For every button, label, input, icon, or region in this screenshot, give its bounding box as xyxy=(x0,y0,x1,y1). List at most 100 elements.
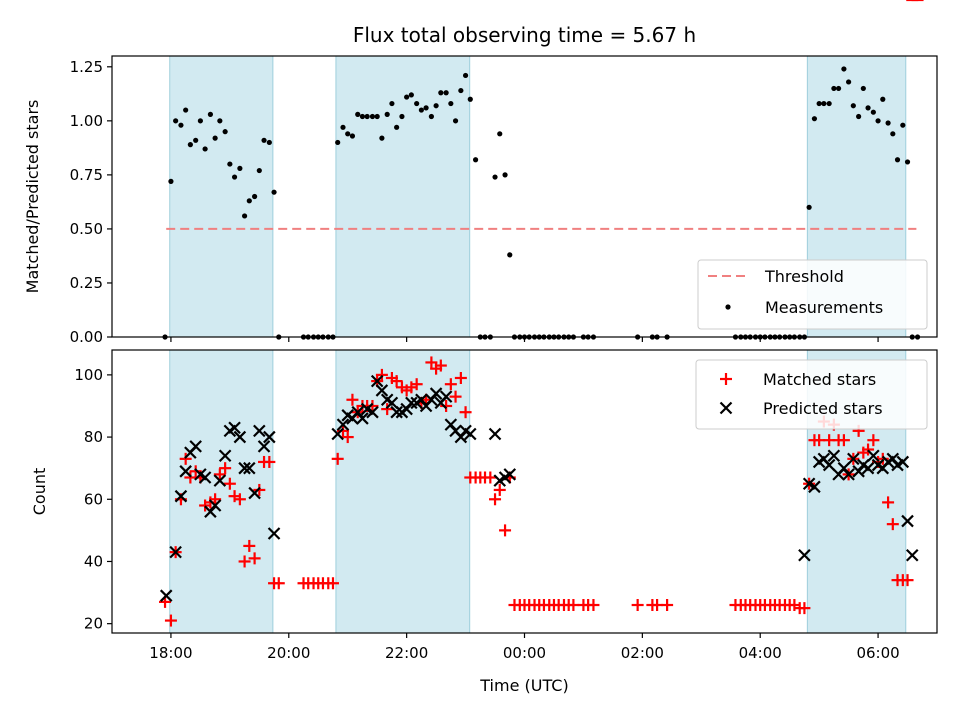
predicted-star-point xyxy=(847,452,860,466)
matched-star-point xyxy=(331,452,344,465)
measurement-point xyxy=(183,107,189,113)
matched-star-point xyxy=(493,483,506,496)
matched-star-point xyxy=(326,577,339,590)
predicted-star-point xyxy=(174,489,188,503)
predicted-star-point xyxy=(263,430,276,444)
measurement-point xyxy=(806,204,812,210)
measurement-point xyxy=(904,159,911,165)
bottom-x-axis: 18:00 20:00 22:00 00:00 02:00 04:00 06:00 xyxy=(149,633,900,662)
legend-predicted-swatch xyxy=(719,401,733,415)
matched-star-point xyxy=(454,371,467,384)
measurement-point xyxy=(340,124,346,130)
matched-star-point xyxy=(798,602,811,615)
measurement-point xyxy=(379,135,385,141)
bottom-xtick-label: 00:00 xyxy=(503,644,546,662)
matched-star-point xyxy=(813,434,826,447)
measurement-point xyxy=(870,109,876,115)
measurement-point xyxy=(433,103,439,109)
matched-star-point xyxy=(164,614,177,627)
predicted-star-point xyxy=(370,374,384,388)
measurement-point xyxy=(414,100,420,107)
top-ytick-label: 0.25 xyxy=(70,274,103,292)
predicted-star-point xyxy=(159,589,173,602)
x-axis-label: Time (UTC) xyxy=(479,676,568,695)
matched-star-point xyxy=(886,518,899,531)
predicted-star-point xyxy=(179,465,192,478)
measurement-point xyxy=(811,116,818,122)
bottom-xtick-label: 04:00 xyxy=(739,644,782,662)
predicted-star-point xyxy=(243,461,256,475)
predicted-star-point xyxy=(228,421,241,435)
measurement-point xyxy=(168,178,174,184)
bottom-xtick-label: 02:00 xyxy=(621,644,664,662)
predicted-star-point xyxy=(267,527,281,540)
measurement-point xyxy=(335,139,341,146)
measurement-point xyxy=(507,252,513,258)
top-panel: 0.00 0.25 0.50 0.75 1.00 1.25 Flux total obse… xyxy=(23,23,938,346)
matched-star-point xyxy=(837,434,850,447)
measurement-point xyxy=(841,66,847,72)
measurement-point xyxy=(408,92,414,98)
matched-star-point xyxy=(459,406,472,419)
measurement-point xyxy=(816,100,822,107)
measurement-point xyxy=(369,113,376,120)
bottom-xtick-label: 20:00 xyxy=(267,644,310,662)
top-y-axis: 0.00 0.25 0.50 0.75 1.00 1.25 xyxy=(70,58,112,346)
matched-star-point xyxy=(189,465,202,478)
measurement-point xyxy=(202,146,208,152)
matched-star-point xyxy=(425,356,438,369)
measurement-point xyxy=(856,113,862,120)
measurement-point xyxy=(231,174,238,180)
predicted-star-point xyxy=(233,430,247,444)
matched-star-point xyxy=(263,455,276,468)
predicted-star-point xyxy=(464,427,477,441)
legend-matched-label: Matched stars xyxy=(763,370,876,389)
matched-star-point xyxy=(651,599,664,612)
matched-star-point xyxy=(567,599,580,612)
measurement-point xyxy=(261,137,267,143)
measurement-point xyxy=(894,157,901,163)
matched-star-point xyxy=(434,359,447,372)
predicted-star-point xyxy=(827,449,841,463)
predicted-star-point xyxy=(488,427,502,441)
matched-star-point xyxy=(587,599,600,612)
measurement-point xyxy=(885,120,891,126)
predicted-star-point xyxy=(375,384,389,397)
predicted-star-point xyxy=(248,486,261,500)
measurement-point xyxy=(345,131,351,137)
measurement-point xyxy=(389,100,395,107)
predicted-star-point xyxy=(356,412,369,425)
top-legend: Threshold Measurements xyxy=(697,259,928,330)
top-chart-title: Flux total observing time = 5.67 h xyxy=(353,23,696,47)
matched-star-point xyxy=(901,574,914,587)
measurement-point xyxy=(178,122,184,128)
predicted-star-point xyxy=(439,390,453,403)
predicted-star-point xyxy=(808,480,821,494)
bottom-ytick-label: 80 xyxy=(84,428,103,446)
matched-star-point xyxy=(337,424,349,437)
measurement-point xyxy=(266,139,272,146)
predicted-star-point xyxy=(901,514,914,528)
top-ytick-label: 1.00 xyxy=(70,112,103,130)
bottom-ytick-label: 40 xyxy=(84,552,103,570)
predicted-star-point xyxy=(798,548,811,562)
measurement-point xyxy=(423,105,429,111)
measurement-point xyxy=(246,198,252,204)
measurement-point xyxy=(890,131,896,137)
matched-star-point xyxy=(209,493,222,506)
matched-star-point xyxy=(862,443,875,456)
bottom-legend-box xyxy=(695,359,928,430)
predicted-star-point xyxy=(169,545,182,559)
predicted-star-point xyxy=(503,468,517,481)
matched-star-point xyxy=(213,468,226,481)
legend-predicted-label: Predicted stars xyxy=(763,399,883,418)
matched-star-point xyxy=(484,471,497,484)
matched-star-point xyxy=(390,375,403,388)
matched-star-point xyxy=(243,539,256,552)
predicted-star-point xyxy=(208,499,222,512)
predicted-star-point xyxy=(905,548,919,562)
matched-star-points xyxy=(159,0,924,627)
measurement-point xyxy=(448,100,454,107)
predicted-star-point xyxy=(385,396,399,410)
top-y-axis-label: Matched/Predicted stars xyxy=(23,100,42,294)
